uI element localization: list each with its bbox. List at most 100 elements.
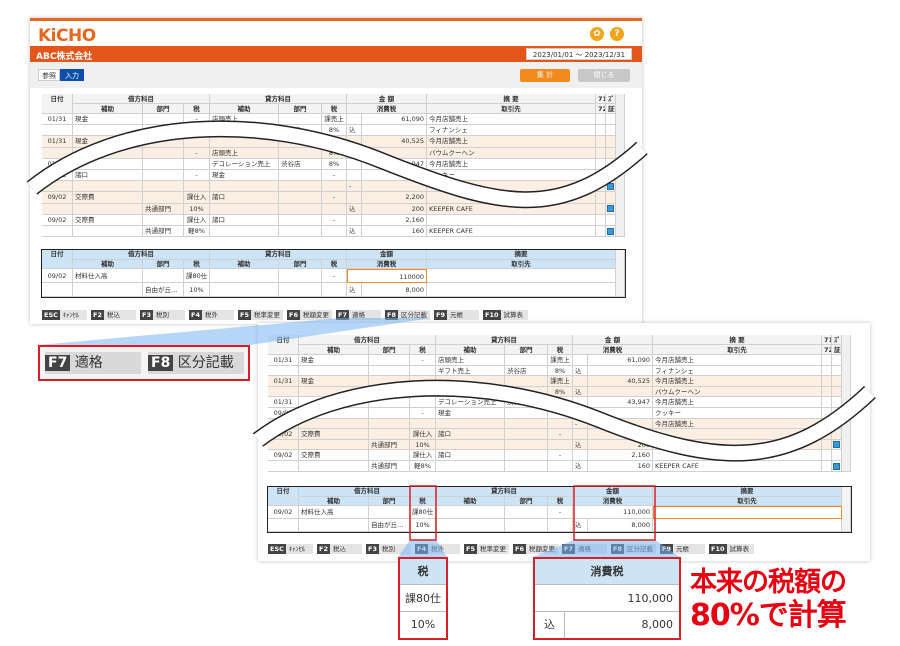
flag-cell[interactable] [596,125,606,137]
fkey-esc[interactable]: ESC ｷｬﾝｾﾙ [268,544,313,554]
table-cell[interactable]: 160 [362,226,427,238]
entry-cell[interactable] [427,283,616,297]
table-cell[interactable]: 現金 [210,170,279,182]
entry-cell[interactable] [505,506,548,519]
table-cell[interactable] [505,408,548,419]
entry-cell[interactable]: 09/02 [42,269,73,283]
table-cell[interactable]: 交際費 [73,214,143,226]
table-cell[interactable]: - [410,355,436,366]
table-cell[interactable] [143,192,184,204]
table-cell[interactable] [322,226,347,238]
table-cell[interactable] [505,439,548,451]
fkey-f2[interactable]: F2 税込 [91,310,136,320]
entry-cell[interactable]: - [322,269,347,283]
entry-cell[interactable]: 材料仕入高 [73,269,143,283]
table-cell[interactable] [42,125,73,137]
table-cell[interactable]: 共通部門 [143,203,184,215]
table-cell[interactable]: 2,200 [362,192,427,204]
table-cell[interactable]: 込 [573,386,588,398]
table-cell[interactable]: フィナンシェ [653,365,822,377]
table-cell[interactable] [279,114,322,126]
table-cell[interactable]: KEEPER CAFE [653,461,822,472]
receipt-cell[interactable] [606,181,616,193]
table-cell[interactable] [410,418,436,430]
table-cell[interactable]: - [322,214,347,226]
close-button[interactable]: 閉じる [578,69,630,82]
table-cell[interactable] [73,203,143,215]
f8-category-key[interactable]: F8 区分記載 [148,352,244,374]
table-cell[interactable] [184,158,210,170]
table-cell[interactable]: バウムクーヘン [653,386,822,398]
table-cell[interactable] [268,439,299,451]
table-cell[interactable] [588,408,653,419]
table-cell[interactable] [369,408,410,419]
table-cell[interactable] [369,365,410,377]
table-cell[interactable] [505,355,548,366]
flag-cell[interactable] [822,397,832,408]
flag-cell[interactable] [596,214,606,226]
table-cell[interactable]: 諸口 [210,214,279,226]
fkey-f3[interactable]: F3 税別 [140,310,185,320]
table-cell[interactable] [210,203,279,215]
table-cell[interactable]: 込 [347,203,362,215]
entry-cell[interactable] [548,519,573,532]
table-cell[interactable] [347,192,362,204]
table-cell[interactable]: 共通部門 [369,439,410,451]
table-cell[interactable]: 課仕入 [184,214,210,226]
table-cell[interactable] [299,439,369,451]
table-cell[interactable]: 01/31 [42,114,73,126]
tab-input[interactable]: 入力 [60,69,84,81]
table-cell[interactable] [184,181,210,193]
gear-icon[interactable]: ✿ [590,27,604,41]
flag-cell[interactable] [822,439,832,451]
table-cell[interactable]: デコレーション売上 [436,397,505,408]
fkey-f6[interactable]: F6 税額変更 [287,310,332,320]
table-cell[interactable] [505,450,548,461]
image-icon[interactable] [607,227,614,235]
table-cell[interactable]: - [322,192,347,204]
entry-cell[interactable]: 込 [573,519,588,532]
table-cell[interactable] [436,439,505,451]
table-cell[interactable]: 今月店舗売上 [653,397,822,408]
flag-cell[interactable] [822,450,832,461]
table-cell[interactable] [369,355,410,366]
flag-cell[interactable] [822,386,832,398]
table-cell[interactable] [279,203,322,215]
table-cell[interactable]: 8% [548,365,573,377]
fkey-esc[interactable]: ESC ｷｬﾝｾﾙ [42,310,87,320]
table-cell[interactable] [347,114,362,126]
table-cell[interactable] [210,136,279,148]
image-icon[interactable] [607,205,614,213]
receipt-cell[interactable] [606,125,616,137]
entry-cell[interactable]: 110,000 [573,506,653,519]
fkey-f10[interactable]: F10 試算表 [709,544,754,554]
table-cell[interactable]: - [322,170,347,182]
table-cell[interactable] [73,158,143,170]
table-cell[interactable] [436,461,505,472]
table-cell[interactable]: 今月店舗売上 [427,158,596,170]
table-cell[interactable]: クッキー [653,408,822,419]
entry-cell[interactable] [299,519,369,532]
table-cell[interactable]: 10% [410,439,436,451]
table-cell[interactable]: 09/02 [268,450,299,461]
entry-cell[interactable]: 課80仕 [184,269,210,283]
table-cell[interactable]: - [347,181,362,193]
entry-cell[interactable]: 込 [347,283,362,297]
table-cell[interactable] [210,181,279,193]
entry-cell[interactable] [268,519,299,532]
entry-scrollbar[interactable] [842,487,851,532]
entry-cell[interactable]: 材料仕入高 [299,506,369,519]
table-cell[interactable] [505,376,548,387]
fkey-f3[interactable]: F3 税別 [366,544,411,554]
table-cell[interactable] [143,170,184,182]
table-cell[interactable] [322,181,347,193]
table-cell[interactable] [362,125,427,137]
entry-cell[interactable]: - [548,506,573,519]
table-cell[interactable]: 諸口 [436,450,505,461]
tab-view[interactable]: 参照 [38,69,60,81]
table-cell[interactable] [505,429,548,440]
receipt-cell[interactable] [832,429,842,440]
flag-cell[interactable] [596,114,606,126]
